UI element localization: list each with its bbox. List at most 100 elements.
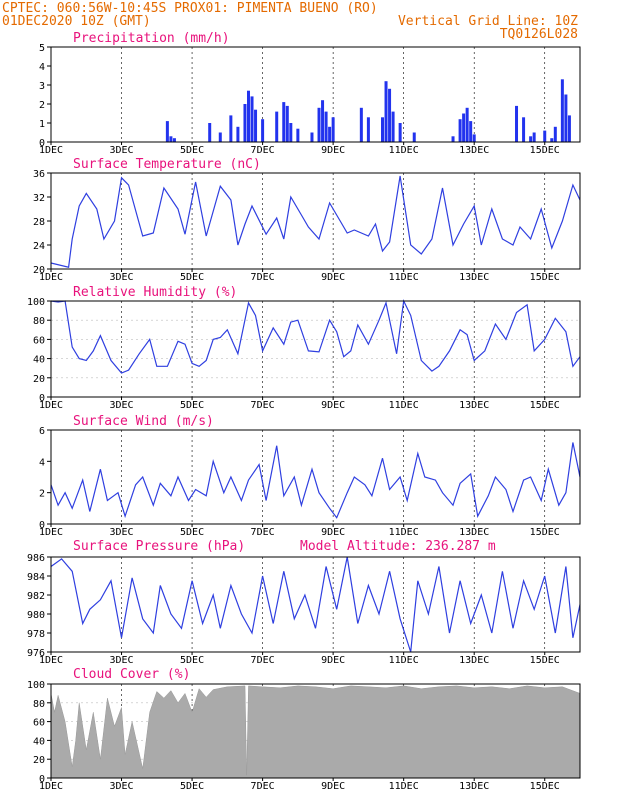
plot-frame-cloud [50, 683, 581, 779]
x-tick-label: 15DEC [530, 781, 560, 792]
precip-bar [261, 119, 265, 142]
precip-bar [458, 119, 462, 142]
precip-bar [254, 109, 258, 142]
x-tick-label: 11DEC [389, 527, 419, 538]
x-tick-label: 11DEC [389, 781, 419, 792]
panel-cloud: Cloud Cover (%) 0 20 40 60 80 100 1DEC 3DEC 5DEC 7… [27, 667, 581, 792]
precip-bar [208, 123, 212, 142]
series-line-wind [50, 442, 581, 519]
precip-bar [412, 132, 416, 142]
panel-precip: Precipitation (mm/h) 0 1 2 3 4 5 1DEC 3DEC 5DEC 7D… [39, 31, 581, 156]
y-tick-label: 100 [27, 297, 45, 308]
precip-bar [515, 105, 519, 142]
precip-bar [172, 138, 176, 142]
series-line-rh [50, 298, 581, 374]
x-tick-label: 3DEC [109, 272, 133, 283]
x-tick-label: 5DEC [180, 527, 204, 538]
y-tick-label: 40 [33, 355, 45, 366]
x-tick-label: 5DEC [180, 145, 204, 156]
y-tick-label: 982 [27, 591, 45, 602]
x-tick-label: 5DEC [180, 400, 204, 411]
x-tick-label: 13DEC [459, 527, 489, 538]
x-tick-label: 7DEC [251, 400, 275, 411]
x-tick-label: 15DEC [530, 527, 560, 538]
y-tick-label: 0 [39, 138, 45, 149]
precip-bar [236, 126, 240, 142]
precip-bar [282, 102, 286, 142]
precip-bar [567, 115, 571, 142]
x-tick-label: 7DEC [251, 655, 275, 666]
header-grid-note: Vertical Grid Line: 10Z [398, 14, 578, 29]
plot-frame-temp [50, 172, 581, 270]
precip-bar [285, 105, 289, 142]
precip-bar [317, 107, 321, 142]
header-station-line: CPTEC: 060:56W-10:45S PROX01: PIMENTA BU… [2, 1, 378, 16]
y-tick-label: 60 [33, 718, 45, 729]
precip-bar [388, 88, 392, 142]
panel-title-cloud: Cloud Cover (%) [73, 667, 190, 682]
x-tick-label: 1DEC [39, 272, 63, 283]
panel-press: Surface Pressure (hPa) Model Altitude: 23… [27, 539, 581, 666]
precip-bar [321, 100, 325, 142]
precip-bar [451, 136, 455, 142]
precip-bar [543, 130, 547, 142]
x-tick-label: 1DEC [39, 400, 63, 411]
y-tick-label: 20 [33, 755, 45, 766]
x-tick-label: 13DEC [459, 272, 489, 283]
x-tick-label: 1DEC [39, 145, 63, 156]
x-tick-label: 1DEC [39, 527, 63, 538]
y-tick-label: 2 [39, 489, 45, 500]
precip-bar [359, 107, 363, 142]
panel-wind: Surface Wind (m/s) 0 2 4 6 1DEC 3DEC 5DEC 7DEC 9D… [39, 414, 581, 538]
precip-bar [289, 123, 293, 142]
plot-frame-wind [50, 429, 581, 525]
x-tick-label: 15DEC [530, 272, 560, 283]
x-tick-label: 5DEC [180, 655, 204, 666]
series-line-temp [50, 175, 581, 268]
y-tick-label: 20 [33, 374, 45, 385]
x-tick-label: 9DEC [321, 527, 345, 538]
x-tick-label: 3DEC [109, 145, 133, 156]
y-tick-label: 6 [39, 426, 45, 437]
plot-frame-press [50, 556, 581, 653]
x-tick-label: 15DEC [530, 655, 560, 666]
x-tick-label: 9DEC [321, 781, 345, 792]
panel-title-wind: Surface Wind (m/s) [73, 414, 214, 429]
precip-bar [331, 117, 335, 142]
precip-bar [465, 107, 469, 142]
x-tick-label: 9DEC [321, 655, 345, 666]
precip-bar [296, 128, 300, 142]
x-tick-label: 11DEC [389, 400, 419, 411]
y-tick-label: 5 [39, 43, 45, 54]
precip-bar [529, 136, 533, 142]
y-tick-label: 24 [33, 241, 45, 252]
x-tick-label: 3DEC [109, 527, 133, 538]
y-tick-label: 1 [39, 119, 45, 130]
y-tick-label: 986 [27, 553, 45, 564]
precip-bar [532, 132, 536, 142]
precip-bar [472, 134, 476, 142]
panel-title-temp: Surface Temperature (nC) [73, 157, 261, 172]
precip-bar [218, 132, 222, 142]
x-tick-label: 3DEC [109, 400, 133, 411]
x-tick-label: 11DEC [389, 145, 419, 156]
y-tick-label: 80 [33, 699, 45, 710]
cloud-cover-area [50, 685, 581, 779]
y-tick-label: 984 [27, 572, 45, 583]
precip-bar [381, 117, 385, 142]
precip-bar [550, 138, 554, 142]
precip-bar [250, 96, 254, 142]
precip-bar [246, 90, 250, 142]
precip-bar [462, 113, 466, 142]
panel-title-rh: Relative Humidity (%) [73, 285, 237, 300]
y-tick-label: 0 [39, 774, 45, 785]
precip-bar [328, 126, 332, 142]
x-tick-label: 13DEC [459, 145, 489, 156]
precip-bar [564, 94, 568, 142]
x-tick-label: 13DEC [459, 655, 489, 666]
x-tick-label: 15DEC [530, 145, 560, 156]
x-tick-label: 13DEC [459, 781, 489, 792]
x-tick-label: 5DEC [180, 781, 204, 792]
y-tick-label: 20 [33, 265, 45, 276]
